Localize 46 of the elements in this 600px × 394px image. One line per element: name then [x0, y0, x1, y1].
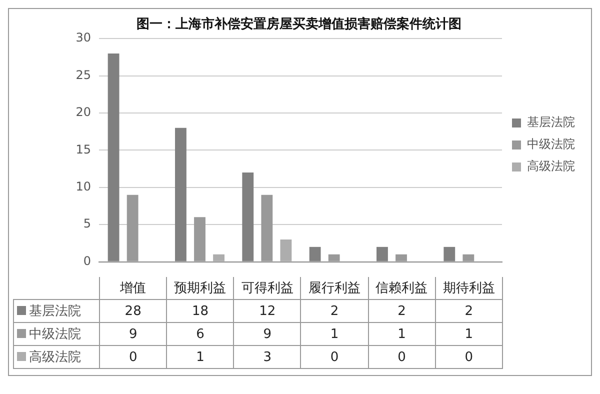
text: 高级法院 [527, 159, 575, 174]
data-label: 6 [166, 322, 234, 346]
legend-label: 高级法院 [14, 346, 100, 368]
y-tick-label: 15 [76, 142, 91, 156]
data-label: 1 [166, 346, 234, 368]
text: 基层法院 [527, 115, 575, 130]
bar [280, 239, 292, 262]
data-label: 2 [368, 300, 436, 322]
data-label: 18 [166, 300, 234, 322]
x-tick-label: 期待利益 [435, 277, 502, 300]
y-tick-label: 0 [83, 254, 91, 268]
data-label: 2 [300, 300, 368, 322]
y-tick-label: 5 [83, 216, 91, 231]
chart-title: 图一：上海市补偿安置房屋买卖增值损害赔偿案件统计图 [136, 16, 462, 32]
legend-label: 基层法院 [14, 300, 100, 322]
data-label: 1 [368, 322, 436, 346]
data-label: 0 [368, 346, 436, 368]
y-tick-label: 10 [76, 180, 91, 194]
data-label: 0 [300, 346, 368, 368]
data-label: 12 [234, 300, 301, 322]
bar [213, 254, 224, 262]
x-tick-label: 增值 [100, 277, 167, 300]
y-tick-label: 25 [76, 68, 91, 82]
x-tick-label: 预期利益 [166, 277, 234, 300]
data-label: 1 [300, 322, 368, 346]
data-label: 9 [234, 322, 301, 346]
bar [328, 254, 340, 262]
data-label: 0 [435, 346, 502, 368]
x-tick-label: 履行利益 [300, 277, 368, 300]
data-label: 9 [100, 322, 167, 346]
legend-label: 中级法院 [527, 137, 575, 152]
bar [126, 194, 138, 262]
text: 中级法院 [29, 327, 81, 342]
data-label: 2 [435, 300, 502, 322]
bar [261, 194, 273, 262]
bar [396, 254, 407, 262]
data-label: 0 [100, 346, 167, 368]
data-label: 3 [234, 346, 301, 368]
data-label: 1 [435, 322, 502, 346]
bar [462, 254, 474, 262]
bar [194, 217, 206, 262]
data-label: 28 [100, 300, 167, 322]
x-tick-label: 信赖利益 [368, 277, 436, 300]
y-tick-label: 30 [76, 30, 91, 45]
y-tick-label: 20 [76, 105, 91, 120]
x-tick-label: 可得利益 [234, 277, 301, 300]
